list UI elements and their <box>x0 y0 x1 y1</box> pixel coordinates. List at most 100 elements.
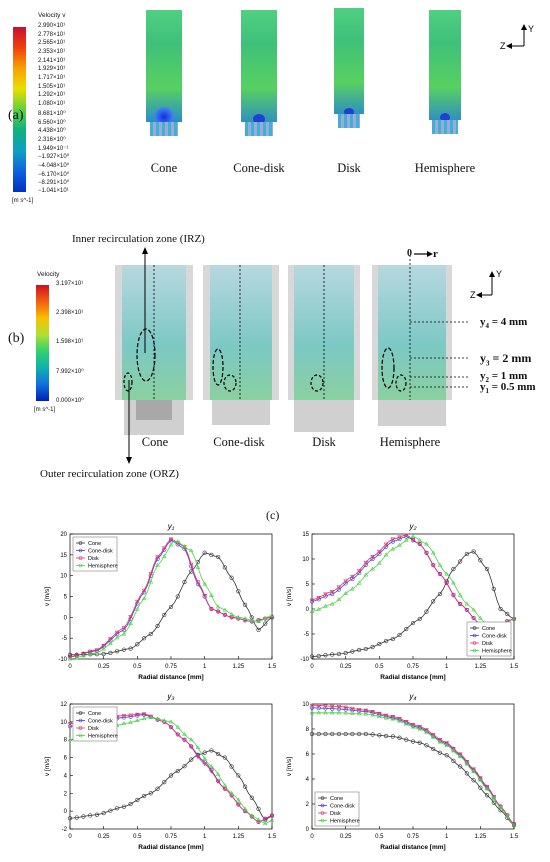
data-point <box>363 731 368 737</box>
y-tick-label: -5 <box>304 632 310 638</box>
data-point <box>115 806 120 811</box>
nozzle-b-label-cone-disk: Cone-disk <box>213 435 265 449</box>
data-point <box>464 761 470 766</box>
panel-c-tag: (c) <box>266 508 280 522</box>
legend-label: Cone-disk <box>88 549 113 555</box>
data-point <box>430 563 436 568</box>
x-tick-label: 1.25 <box>474 834 486 840</box>
data-point <box>128 801 133 807</box>
y-axis-label: v [m/s] <box>286 587 293 606</box>
x-tick-label: 0.75 <box>407 664 419 670</box>
data-point <box>114 630 120 635</box>
data-point <box>182 579 187 585</box>
data-point <box>236 614 241 619</box>
legend-marker <box>472 648 477 653</box>
data-point <box>263 621 268 626</box>
data-point <box>262 817 268 822</box>
data-point <box>323 710 328 715</box>
data-point <box>108 808 113 813</box>
data-point <box>269 612 275 617</box>
colorbar-b-title: Velocity <box>37 271 60 278</box>
data-point <box>410 739 416 744</box>
data-point <box>397 735 402 740</box>
data-point <box>390 636 395 642</box>
data-point <box>182 738 187 743</box>
chart-title: y₁ <box>167 522 175 531</box>
colorbar-tick-label: 2.990×10¹ <box>38 23 66 29</box>
data-point <box>121 647 126 652</box>
y-tick-label: -5 <box>62 636 68 642</box>
data-point <box>141 716 147 721</box>
colorbar-tick-label: 1.505×10¹ <box>38 83 66 90</box>
colorbar-tick-label: 1.717×10¹ <box>38 75 66 82</box>
data-point <box>397 535 402 540</box>
data-point <box>215 772 221 776</box>
x-axis-label: Radial distance [mm] <box>380 674 445 681</box>
data-point <box>444 753 449 758</box>
data-point <box>209 607 214 612</box>
data-point <box>175 768 180 774</box>
x-tick-label: 0.25 <box>340 664 352 670</box>
data-point <box>457 752 463 757</box>
data-point <box>87 651 93 656</box>
x-tick-label: 1.25 <box>474 664 486 670</box>
y-tick-label: 15 <box>60 553 67 559</box>
data-point <box>161 718 167 723</box>
data-point <box>370 554 375 559</box>
data-point <box>135 606 140 611</box>
data-point <box>417 740 422 745</box>
data-point <box>316 704 322 708</box>
data-point <box>182 544 187 549</box>
data-point <box>148 579 154 584</box>
colorbar-tick-label: 1.949×10⁻¹ <box>38 145 69 152</box>
series-line <box>311 551 515 657</box>
data-point <box>484 793 490 798</box>
x-tick-label: 0 <box>68 664 72 670</box>
data-point <box>162 780 167 785</box>
colorbar-tick-label: 8.681×10⁰ <box>38 110 66 117</box>
data-point <box>511 616 517 621</box>
data-point <box>437 572 443 577</box>
legend-marker <box>78 563 83 568</box>
chart-y4: y₄ 0 0.25 0.5 0.75 1 1.25 1.5 0 2 4 6 8 10 Radial dist… <box>286 692 519 851</box>
zone-arrows <box>126 247 148 464</box>
data-point <box>478 776 483 781</box>
data-point <box>458 764 463 769</box>
data-point <box>484 566 490 572</box>
x-tick-label: 1.25 <box>232 834 244 840</box>
data-point <box>437 591 443 597</box>
legend-label: Disk <box>88 726 99 732</box>
data-point <box>256 618 261 623</box>
data-point <box>67 655 73 660</box>
data-point <box>498 606 503 612</box>
y-tick-label: 10 <box>302 702 309 708</box>
legend-marker <box>78 726 83 730</box>
legend-marker <box>472 633 477 638</box>
data-point <box>189 757 194 762</box>
data-point <box>377 733 382 738</box>
colorbar-tick-label: 7.992×10⁰ <box>56 369 84 375</box>
data-point <box>135 599 140 604</box>
x-tick-label: 1 <box>203 834 207 840</box>
data-point <box>478 615 483 620</box>
data-point <box>478 785 483 790</box>
series-line <box>312 733 515 826</box>
data-point <box>350 586 355 591</box>
x-tick-label: 0.75 <box>165 664 177 670</box>
y-axis-label: v [m/s] <box>286 757 293 776</box>
data-point <box>491 586 496 592</box>
data-point <box>175 594 180 599</box>
legend-marker <box>78 711 83 715</box>
data-point <box>262 821 268 826</box>
data-point <box>222 782 228 787</box>
legend-marker <box>472 641 477 645</box>
data-point <box>215 604 221 609</box>
legend-label: Cone-disk <box>482 634 507 640</box>
y-tick-label: 0 <box>64 809 68 815</box>
data-point <box>437 739 443 744</box>
x-tick-label: 0.25 <box>340 834 352 840</box>
data-point <box>141 596 147 601</box>
data-point <box>155 786 160 791</box>
colorbar-tick-label: 2.565×10¹ <box>38 40 66 47</box>
data-point <box>216 751 221 757</box>
